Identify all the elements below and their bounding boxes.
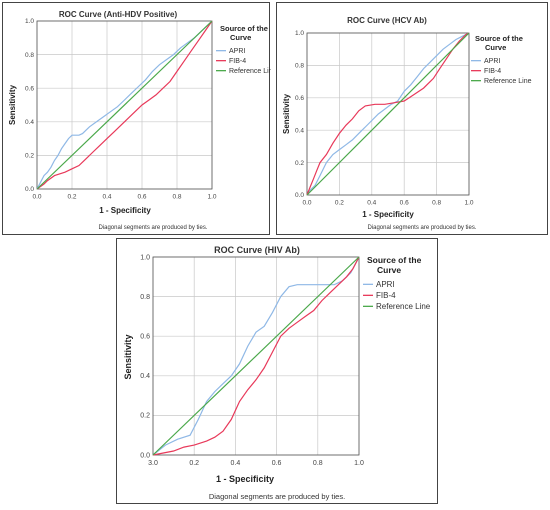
y-tick-label: 0.2 [295, 160, 304, 167]
y-tick-label: 0.4 [295, 127, 304, 134]
roc-chart-anti-hdv: ROC Curve (Anti-HDV Positive) 0.0 0.2 0.4 0.… [8, 10, 271, 231]
x-tick-label: 1.0 [354, 460, 364, 467]
plot-frame [306, 32, 470, 196]
chart-title: ROC Curve (HCV Ab) [347, 16, 427, 25]
x-tick-label: 0.0 [32, 194, 41, 201]
legend-title: Source of the Curve [367, 255, 422, 275]
y-axis-label: Sensitivity [8, 84, 17, 125]
x-tick-label: 0.0 [302, 200, 311, 207]
y-tick-label: 0.6 [25, 85, 34, 92]
x-tick-label: 0.8 [313, 460, 323, 467]
x-tick-label: 0.4 [102, 194, 111, 201]
legend-title: Source of the Curve [220, 24, 268, 42]
x-tick-label: 0.2 [67, 194, 76, 201]
y-tick-label: 0.4 [25, 119, 34, 126]
x-tick-label: 1.0 [464, 200, 473, 207]
x-tick-label: 0.2 [189, 460, 199, 467]
plot-frame [152, 256, 360, 456]
y-axis-label: Sensitivity [123, 334, 133, 379]
legend-label-fib-4: FIB-4 [376, 291, 396, 300]
legend-label-reference-line: Reference Line [484, 78, 532, 85]
y-tick-label: 0.2 [25, 153, 34, 160]
ties-note: Diagonal segments are produced by ties. [209, 492, 345, 501]
y-axis-label: Sensitivity [282, 93, 291, 134]
ties-note: Diagonal segments are produced by ties. [98, 225, 207, 231]
legend-label-reference-line: Reference Line [376, 302, 431, 311]
x-tick-label: 0.6 [400, 200, 409, 207]
y-tick-label: 0.0 [295, 192, 304, 199]
x-axis-label: 1 - Specificity [362, 210, 414, 219]
series-line-fib-4 [36, 20, 213, 190]
x-axis-label: 1 - Specificity [216, 474, 274, 484]
x-tick-label: 0.6 [272, 460, 282, 467]
series-line-reference-line [306, 32, 470, 196]
roc-panel-hcv-ab: ROC Curve (HCV Ab) 0.0 0.2 0.4 0.6 0.8 1.0 0.0 0… [276, 2, 548, 235]
x-tick-label: 0.8 [172, 194, 181, 201]
x-tick-label: 0.4 [231, 460, 241, 467]
legend-label-reference-line: Reference Line [229, 68, 271, 75]
chart-title: ROC Curve (HIV Ab) [214, 245, 300, 255]
legend-label-apri: APRI [376, 280, 395, 289]
y-tick-label: 1.0 [25, 18, 34, 25]
y-tick-label: 1.0 [295, 30, 304, 37]
legend-title: Source of the Curve [475, 34, 523, 52]
y-tick-label: 1.0 [140, 254, 150, 261]
legend-label-fib-4: FIB-4 [484, 68, 501, 75]
series-line-fib-4 [152, 256, 360, 456]
roc-panel-anti-hdv: ROC Curve (Anti-HDV Positive) 0.0 0.2 0.4 0.… [2, 2, 271, 235]
y-tick-label: 0.6 [295, 95, 304, 102]
series-line-fib-4 [306, 32, 470, 196]
series-line-apri [36, 20, 213, 190]
chart-title: ROC Curve (Anti-HDV Positive) [59, 10, 178, 19]
x-tick-label: 0.6 [137, 194, 146, 201]
y-tick-label: 0.8 [140, 294, 150, 301]
series-line-reference-line [36, 20, 213, 190]
plot-frame [36, 20, 213, 190]
y-tick-label: 0.6 [140, 334, 150, 341]
roc-chart-hiv-ab: ROC Curve (HIV Ab) 3.0 0.2 0.4 0.6 0.8 1.0 0.0 0… [123, 245, 431, 501]
y-tick-label: 0.2 [140, 413, 150, 420]
series-line-reference-line [152, 256, 360, 456]
legend-label-apri: APRI [484, 58, 500, 65]
x-tick-label: 0.4 [367, 200, 376, 207]
y-tick-label: 0.4 [140, 373, 150, 380]
legend-label-fib-4: FIB-4 [229, 58, 246, 65]
series-line-apri [152, 256, 360, 456]
roc-panel-hiv-ab: ROC Curve (HIV Ab) 3.0 0.2 0.4 0.6 0.8 1.0 0.0 0… [116, 238, 438, 504]
y-tick-label: 0.8 [25, 52, 34, 59]
legend-label-apri: APRI [229, 48, 245, 55]
x-tick-label: 0.2 [335, 200, 344, 207]
series-line-apri [306, 32, 470, 196]
x-tick-label: 1.0 [207, 194, 216, 201]
y-tick-label: 0.0 [140, 452, 150, 459]
roc-chart-hcv-ab: ROC Curve (HCV Ab) 0.0 0.2 0.4 0.6 0.8 1.0 0.0 0… [282, 16, 532, 231]
ties-note: Diagonal segments are produced by ties. [367, 225, 476, 231]
y-tick-label: 0.0 [25, 186, 34, 193]
x-tick-label: 3.0 [148, 460, 158, 467]
x-axis-label: 1 - Specificity [99, 206, 151, 215]
x-tick-label: 0.8 [432, 200, 441, 207]
y-tick-label: 0.8 [295, 63, 304, 70]
